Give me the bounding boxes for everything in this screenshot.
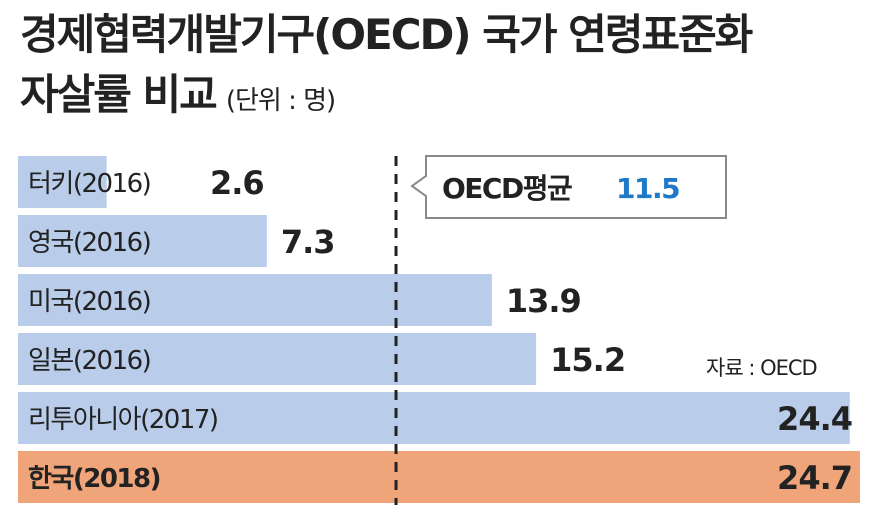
- chart-title: 경제협력개발기구(OECD) 국가 연령표준화: [20, 10, 753, 59]
- bar-value-label: 24.4: [777, 400, 852, 438]
- bar-value-label: 13.9: [506, 282, 581, 320]
- bar-highlight: [18, 451, 860, 503]
- bar: [18, 156, 107, 208]
- bar-value-label: 15.2: [550, 341, 625, 379]
- bar-category-label: 터키(2016): [28, 169, 150, 199]
- bar: [18, 333, 537, 385]
- bar-value-label: 24.7: [777, 459, 852, 497]
- oecd-average-value: 11.5: [616, 172, 679, 205]
- bar-value-label: 2.6: [210, 164, 264, 202]
- bar-category-label: 리투아니아(2017): [28, 405, 218, 435]
- bar: [18, 392, 850, 444]
- bar-category-label: 영국(2016): [28, 228, 150, 258]
- chart-title-line2: 자살률 비교 (단위 : 명): [20, 70, 336, 126]
- bar-category-label: 한국(2018): [28, 464, 160, 494]
- bar-category-label: 미국(2016): [28, 287, 150, 317]
- bar: [18, 215, 267, 267]
- oecd-average-callout: [410, 155, 727, 219]
- source-note: 자료 : OECD: [706, 356, 818, 380]
- bar: [18, 274, 492, 326]
- chart-title-text: 자살률 비교: [20, 70, 218, 119]
- unit-label: (단위 : 명): [225, 86, 336, 116]
- bar-value-label: 7.3: [281, 223, 335, 261]
- oecd-average-label: OECD평균: [442, 172, 572, 205]
- bar-category-label: 일본(2016): [28, 346, 150, 376]
